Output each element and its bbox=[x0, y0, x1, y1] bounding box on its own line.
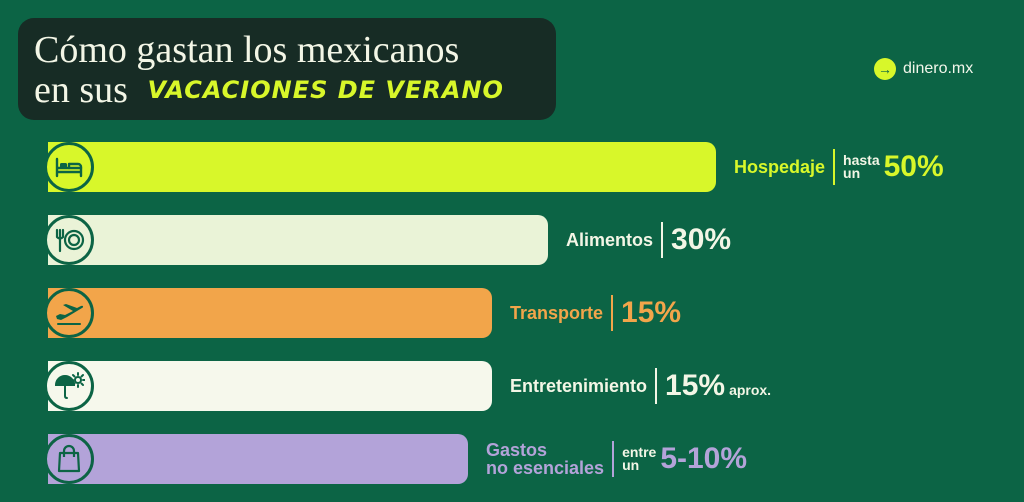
bar bbox=[48, 215, 548, 265]
bar bbox=[48, 142, 716, 192]
value-group: 15% aprox. bbox=[665, 369, 771, 403]
bar-row: Entretenimiento 15% aprox. bbox=[0, 361, 1024, 411]
bar-label-group: Hospedaje hasta un 50% bbox=[734, 142, 944, 192]
value-prefix: hasta un bbox=[843, 152, 880, 181]
title-line-1: Cómo gastan los mexicanos bbox=[34, 29, 460, 71]
data-label: 15% bbox=[665, 369, 726, 402]
data-label: 30% bbox=[671, 223, 732, 256]
umbrella-sun-icon bbox=[44, 361, 94, 411]
bar-row: Hospedaje hasta un 50% bbox=[0, 142, 1024, 192]
label-separator bbox=[612, 441, 615, 477]
category-label: Alimentos bbox=[566, 230, 654, 250]
title-accent: VACACIONES DE VERANO bbox=[147, 76, 504, 104]
label-separator bbox=[661, 222, 664, 258]
brand-name: dinero.mx bbox=[903, 60, 974, 77]
label-separator bbox=[611, 295, 614, 331]
arrow-right-icon: → bbox=[874, 58, 896, 80]
bar-label-group: Transporte 15% bbox=[510, 288, 681, 338]
category-label: Hospedaje bbox=[734, 157, 826, 177]
shopping-bag-icon bbox=[44, 434, 94, 484]
label-separator bbox=[833, 149, 836, 185]
bar-row: Transporte 15% bbox=[0, 288, 1024, 338]
data-label: 15% bbox=[621, 296, 682, 329]
value-prefix: entre un bbox=[622, 444, 657, 473]
value-group: 15% bbox=[621, 296, 681, 330]
bar-label-group: Entretenimiento 15% aprox. bbox=[510, 361, 771, 411]
value-group: entre un 5-10% bbox=[622, 442, 747, 476]
bar bbox=[48, 288, 492, 338]
bed-icon bbox=[44, 142, 94, 192]
data-label: 5-10% bbox=[660, 442, 748, 475]
bar-label-group: Gastos no esenciales entre un 5-10% bbox=[486, 434, 747, 484]
bar-label-group: Alimentos 30% bbox=[566, 215, 731, 265]
airplane-icon bbox=[44, 288, 94, 338]
bar bbox=[48, 434, 468, 484]
value-group: hasta un 50% bbox=[843, 150, 944, 184]
category-label: Transporte bbox=[510, 303, 604, 323]
label-separator bbox=[655, 368, 658, 404]
plate-icon bbox=[44, 215, 94, 265]
category-label: Gastos no esenciales bbox=[486, 440, 605, 478]
title-box: Cómo gastan los mexicanos en sus VACACIO… bbox=[18, 18, 556, 120]
value-group: 30% bbox=[671, 223, 731, 257]
brand-link[interactable]: → dinero.mx bbox=[874, 58, 973, 80]
data-label: 50% bbox=[883, 150, 944, 183]
bar bbox=[48, 361, 492, 411]
bar-row: Gastos no esenciales entre un 5-10% bbox=[0, 434, 1024, 484]
value-suffix: aprox. bbox=[729, 382, 772, 398]
title-plain: en sus bbox=[34, 69, 128, 111]
bar-row: Alimentos 30% bbox=[0, 215, 1024, 265]
category-label: Entretenimiento bbox=[510, 376, 648, 396]
title-line-2: en sus VACACIONES DE VERANO bbox=[34, 70, 504, 110]
